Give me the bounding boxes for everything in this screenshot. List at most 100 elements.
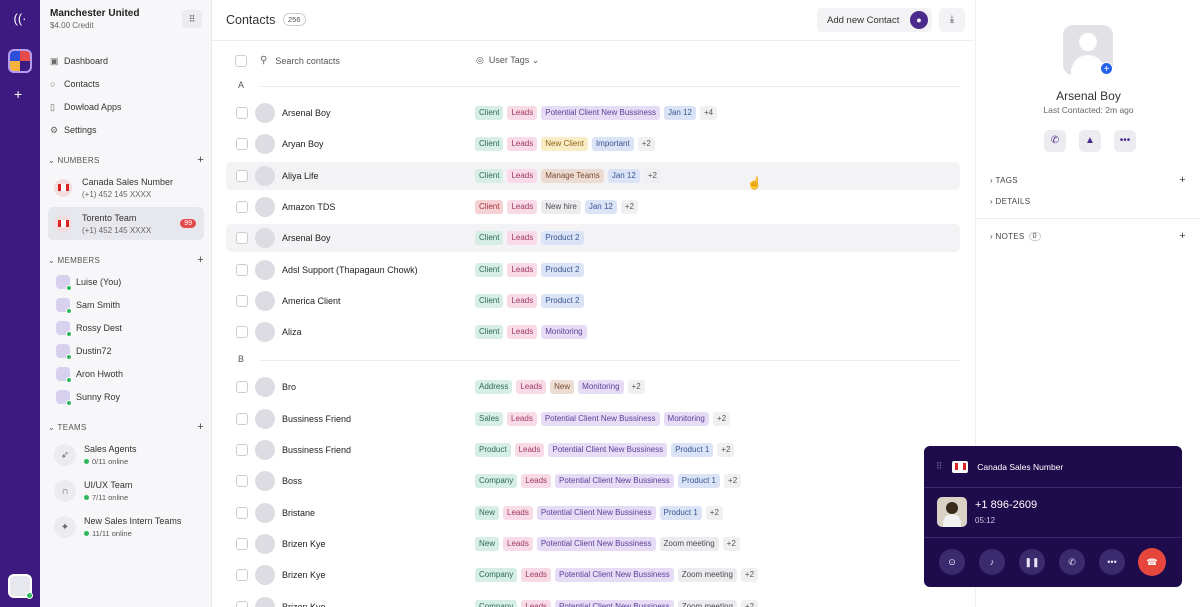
add-contact-button[interactable]: Add new Contact ●	[817, 8, 932, 32]
tag-chip[interactable]: Zoom meeting	[659, 536, 719, 551]
team-item-uiux[interactable]: ∩ UI/UX Team 7/11 online	[54, 476, 132, 506]
tag-chip[interactable]: Client	[475, 293, 504, 308]
notes-accordion[interactable]: › NOTES 0 +	[990, 230, 1186, 242]
my-avatar[interactable]	[8, 574, 33, 599]
contact-row[interactable]: Boss Company Leads Potential Client New Bus…	[226, 467, 960, 495]
members-section-header[interactable]: ⌄ MEMBERS +	[48, 254, 204, 266]
contact-row[interactable]: America Client Client Leads Product 2	[226, 287, 960, 315]
notify-button[interactable]: ▲	[1079, 130, 1101, 152]
contact-row[interactable]: Bussiness Friend Product Leads Potential Cl…	[226, 436, 960, 464]
nav-dashboard[interactable]: ▣ Dashboard	[50, 51, 200, 71]
contact-row[interactable]: Brizen Kye New Leads Potential Client New B…	[226, 530, 960, 558]
tag-chip[interactable]: Product 2	[541, 262, 584, 277]
tag-chip[interactable]: Important	[591, 137, 634, 152]
row-checkbox[interactable]	[236, 232, 248, 245]
row-checkbox[interactable]	[236, 294, 248, 307]
more-call-options-button[interactable]: •••	[1099, 549, 1125, 575]
tag-chip[interactable]: Client	[475, 325, 504, 340]
row-checkbox[interactable]	[236, 412, 248, 425]
numbers-section-header[interactable]: ⌄ NUMBERS +	[48, 154, 204, 166]
tag-chip[interactable]: Jan 12	[663, 106, 696, 120]
contact-row[interactable]: Brizen Kye Company Leads Potential Client N…	[226, 561, 960, 589]
tag-chip[interactable]: Monitoring	[541, 325, 587, 340]
app-logo-icon[interactable]: ((·	[13, 11, 27, 26]
member-item[interactable]: Sam Smith	[56, 296, 120, 314]
more-tags-badge[interactable]: +2	[722, 536, 740, 551]
tag-chip[interactable]: Leads	[507, 199, 538, 214]
tag-chip[interactable]: New	[475, 505, 500, 520]
tag-chip[interactable]: New	[550, 380, 575, 395]
more-tags-badge[interactable]: +2	[724, 474, 742, 489]
row-checkbox[interactable]	[236, 169, 248, 182]
transfer-button[interactable]: ✆	[1059, 549, 1085, 575]
row-checkbox[interactable]	[236, 200, 248, 213]
workspace-name[interactable]: Manchester United	[50, 8, 140, 19]
tag-chip[interactable]: Potential Client New Bussiness	[555, 599, 674, 607]
tag-chip[interactable]: Leads	[507, 411, 537, 426]
tag-chip[interactable]: Leads	[514, 443, 545, 457]
add-team-icon[interactable]: +	[197, 421, 204, 433]
tag-chip[interactable]: New	[475, 536, 500, 551]
add-member-icon[interactable]: +	[197, 254, 204, 266]
row-checkbox[interactable]	[236, 381, 248, 394]
contact-row[interactable]: Arsenal Boy Client Leads Product 2	[226, 224, 960, 253]
tag-chip[interactable]: Leads	[507, 106, 538, 120]
tag-chip[interactable]: Product 2	[541, 231, 584, 246]
tag-chip[interactable]: Potential Client New Bussiness	[548, 443, 668, 457]
more-tags-badge[interactable]: +4	[700, 106, 718, 120]
row-checkbox[interactable]	[236, 600, 248, 607]
contact-row[interactable]: Bussiness Friend Sales Leads Potential Clie…	[226, 405, 960, 433]
tag-chip[interactable]: Potential Client New Bussiness	[555, 568, 674, 583]
more-tags-badge[interactable]: +2	[717, 443, 735, 457]
tag-chip[interactable]: Client	[475, 137, 504, 152]
number-item-torento[interactable]: Torento Team (+1) 452 145 XXXX 99	[48, 207, 204, 240]
tag-chip[interactable]: Leads	[516, 380, 547, 395]
tag-chip[interactable]: Leads	[521, 474, 552, 489]
row-checkbox[interactable]	[236, 475, 248, 488]
team-item-new-sales-intern[interactable]: ✦ New Sales Intern Teams 11/11 online	[54, 512, 181, 542]
contact-row[interactable]: Aliza Client Leads Monitoring	[226, 318, 960, 346]
tag-chip[interactable]: Zoom meeting	[677, 599, 737, 607]
tag-chip[interactable]: Potential Client New Bussiness	[536, 505, 656, 520]
tag-chip[interactable]: Client	[475, 199, 504, 214]
apps-grid-icon[interactable]: ⠿	[182, 10, 202, 28]
tag-chip[interactable]: Leads	[507, 231, 538, 246]
add-number-icon[interactable]: +	[197, 154, 204, 166]
search-input[interactable]: ⚲ Search contacts	[260, 55, 340, 66]
nav-contacts[interactable]: ○ Contacts	[50, 74, 200, 94]
tag-chip[interactable]: Address	[475, 380, 513, 395]
contact-row[interactable]: Aliya Life Client Leads Manage Teams Jan 12 +…	[226, 161, 960, 190]
contact-row[interactable]: Aryan Boy Client Leads New Client Important +…	[226, 130, 960, 158]
row-checkbox[interactable]	[236, 537, 248, 550]
more-tags-badge[interactable]: +2	[620, 199, 638, 214]
contact-row[interactable]: Amazon TDS Client Leads New hire Jan 12 +2	[226, 193, 960, 221]
tag-chip[interactable]: Product 2	[541, 293, 584, 308]
row-checkbox[interactable]	[236, 107, 248, 119]
member-item[interactable]: Rossy Dest	[56, 319, 122, 337]
teams-section-header[interactable]: ⌄ TEAMS +	[48, 421, 204, 433]
user-tags-filter[interactable]: ◎ User Tags ⌄	[476, 55, 539, 66]
member-item[interactable]: Sunny Roy	[56, 388, 120, 406]
contact-row[interactable]: Arsenal Boy Client Leads Potential Client N…	[226, 99, 960, 127]
tag-chip[interactable]: Leads	[503, 536, 533, 551]
tag-chip[interactable]: Product	[475, 443, 511, 457]
more-tags-badge[interactable]: +2	[712, 411, 731, 426]
tag-chip[interactable]: Product 1	[671, 443, 714, 457]
more-tags-badge[interactable]: +2	[740, 599, 759, 607]
add-photo-icon[interactable]: +	[1100, 62, 1113, 75]
tag-chip[interactable]: Leads	[521, 568, 552, 583]
tag-chip[interactable]: Leads	[503, 505, 533, 520]
select-all-checkbox[interactable]	[235, 55, 247, 67]
add-tag-icon[interactable]: +	[1179, 174, 1186, 186]
export-download-icon[interactable]: ⤓	[939, 8, 965, 32]
tag-chip[interactable]: Client	[475, 168, 504, 183]
row-checkbox[interactable]	[236, 326, 248, 339]
row-checkbox[interactable]	[236, 444, 248, 456]
tag-chip[interactable]: Leads	[507, 325, 538, 340]
tag-chip[interactable]: Zoom meeting	[677, 568, 737, 583]
tag-chip[interactable]: Monitoring	[578, 380, 624, 395]
tag-chip[interactable]: Potential Client New Bussiness	[536, 536, 656, 551]
drag-handle-icon[interactable]: ⠿	[936, 461, 943, 471]
more-button[interactable]: •••	[1114, 130, 1136, 152]
tag-chip[interactable]: Potential Client New Bussiness	[555, 474, 674, 489]
